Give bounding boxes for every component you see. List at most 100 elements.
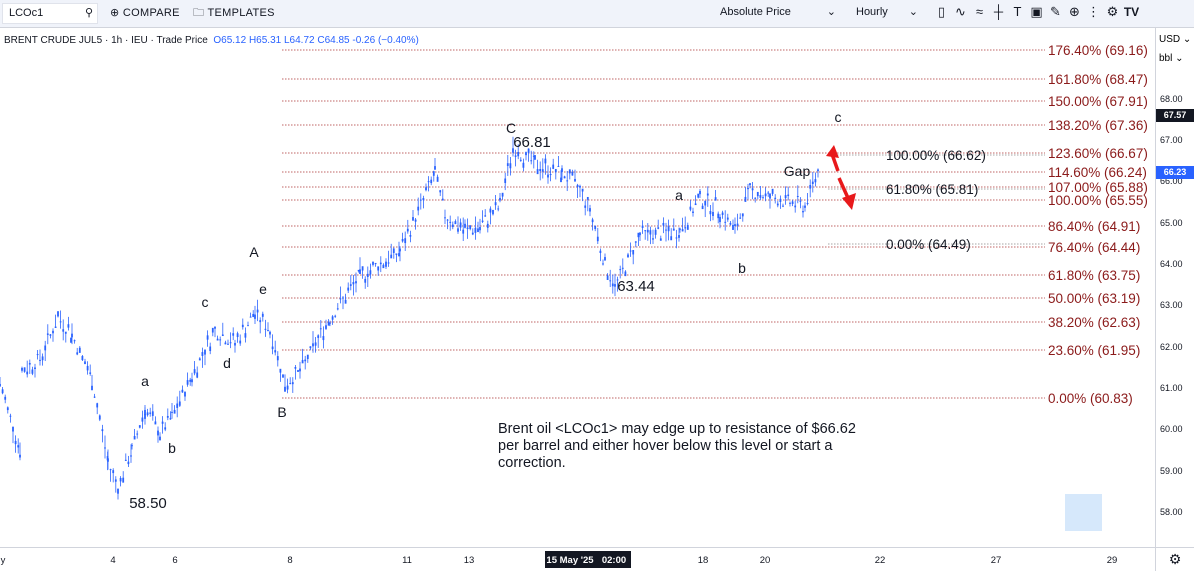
fib-label-red: 76.40% (64.44) bbox=[1048, 240, 1140, 255]
candle-body bbox=[334, 315, 337, 317]
candle-body bbox=[444, 217, 446, 219]
candle-body bbox=[34, 367, 36, 369]
folder-icon: 🗀 bbox=[193, 7, 205, 19]
candle-body bbox=[252, 313, 255, 317]
candle-body bbox=[686, 225, 689, 230]
more-icon[interactable]: ⋮ bbox=[1087, 4, 1100, 19]
candle-body bbox=[144, 414, 146, 419]
candle-body bbox=[166, 416, 169, 418]
candle-body bbox=[796, 195, 799, 197]
currency-select[interactable]: USD ⌄ bbox=[1159, 34, 1191, 45]
annotate-icon[interactable]: ✎ bbox=[1050, 4, 1061, 19]
candle-body bbox=[794, 205, 797, 208]
price-type-select[interactable]: Absolute Price ⌄ bbox=[714, 3, 842, 24]
candle-body bbox=[574, 178, 576, 182]
y-tick-label: 60.00 bbox=[1160, 424, 1183, 435]
chevron-down-icon: ⌄ bbox=[826, 6, 836, 18]
candle-body bbox=[344, 299, 347, 304]
candle-body bbox=[457, 228, 459, 232]
indicators-icon[interactable]: ∿ bbox=[955, 4, 966, 19]
settings-icon[interactable]: ⚙ bbox=[1106, 4, 1119, 19]
candle-body bbox=[189, 379, 192, 382]
unit-select[interactable]: bbl ⌄ bbox=[1159, 53, 1184, 64]
axis-settings-icon[interactable]: ⚙ bbox=[1155, 547, 1194, 571]
candle-body bbox=[504, 178, 507, 184]
candle-body bbox=[576, 184, 579, 188]
candle-body bbox=[322, 336, 325, 341]
candle-body bbox=[789, 202, 791, 204]
compare-button[interactable]: ⊕ COMPARE bbox=[110, 3, 180, 24]
legend-open: O65.12 bbox=[213, 35, 247, 46]
candle-body bbox=[101, 429, 104, 432]
candle-body bbox=[762, 197, 764, 199]
candle-body bbox=[392, 248, 395, 253]
candle-body bbox=[9, 415, 12, 417]
candle-body bbox=[366, 273, 369, 277]
candle-body bbox=[124, 459, 127, 461]
legend-symbol: BRENT CRUDE JUL5 bbox=[4, 35, 103, 46]
candle-body bbox=[157, 430, 159, 436]
candle-body bbox=[221, 334, 224, 337]
candle-body bbox=[751, 188, 754, 191]
candle-body bbox=[709, 211, 712, 215]
y-tick-label: 63.00 bbox=[1160, 300, 1183, 311]
candle-body bbox=[89, 372, 92, 374]
candle-body bbox=[329, 322, 331, 324]
candle-body bbox=[670, 236, 673, 241]
candle-body bbox=[46, 333, 49, 335]
candle-body bbox=[774, 197, 777, 199]
candle-body bbox=[667, 226, 670, 232]
templates-button[interactable]: 🗀 TEMPLATES bbox=[193, 3, 275, 24]
fib-label-red: 23.60% (61.95) bbox=[1048, 343, 1140, 358]
fullscreen-icon[interactable]: ▣ bbox=[1030, 4, 1043, 19]
candle-body bbox=[117, 488, 119, 494]
candle-body bbox=[327, 322, 330, 326]
candle-body bbox=[596, 236, 599, 242]
waves-icon[interactable]: ≈ bbox=[975, 4, 984, 19]
candle-body bbox=[684, 227, 687, 229]
candle-body bbox=[492, 209, 494, 215]
candle-body bbox=[84, 361, 86, 365]
candle-body bbox=[357, 269, 360, 272]
candle-body bbox=[64, 331, 67, 334]
candle-body bbox=[359, 269, 361, 274]
text-tool-icon[interactable]: T bbox=[1013, 4, 1022, 19]
symbol-value: LCOc1 bbox=[9, 7, 44, 19]
symbol-search-input[interactable]: LCOc1 ⚲ bbox=[2, 3, 98, 24]
candle-body bbox=[706, 193, 709, 196]
candle-body bbox=[459, 222, 462, 228]
candle-body bbox=[395, 253, 398, 255]
candle-body bbox=[14, 440, 17, 445]
candle-body bbox=[614, 284, 616, 287]
candle-body bbox=[422, 198, 425, 201]
candle-body bbox=[86, 365, 89, 371]
candles-icon[interactable]: ▯ bbox=[937, 4, 946, 19]
fib-label-red: 123.60% (66.67) bbox=[1048, 146, 1148, 161]
candle-body bbox=[791, 201, 794, 204]
candle-body bbox=[436, 176, 439, 182]
candle-body bbox=[256, 309, 259, 313]
candle-body bbox=[28, 362, 31, 365]
time-axis[interactable] bbox=[0, 547, 1155, 571]
zoom-icon[interactable]: ⊕ bbox=[1069, 4, 1080, 19]
candle-body bbox=[41, 356, 44, 361]
candle-body bbox=[769, 193, 771, 199]
fib-label-red: 176.40% (69.16) bbox=[1048, 43, 1148, 58]
candle-body bbox=[71, 333, 73, 338]
price-label-low2: 63.44 bbox=[617, 278, 655, 295]
fib-label-red: 86.40% (64.91) bbox=[1048, 219, 1140, 234]
candle-body bbox=[282, 374, 284, 378]
candle-body bbox=[679, 228, 681, 230]
chart-caption: Brent oil <LCOc1> may edge up to resista… bbox=[498, 421, 856, 471]
candle-body bbox=[369, 270, 372, 275]
interval-select[interactable]: Hourly ⌄ bbox=[850, 3, 922, 24]
candle-body bbox=[779, 198, 782, 202]
candle-body bbox=[563, 176, 566, 179]
candle-body bbox=[494, 202, 497, 206]
candle-body bbox=[390, 254, 393, 259]
crosshair-icon[interactable]: ┼ bbox=[993, 4, 1004, 19]
price-chart[interactable]: 176.40% (69.16) 161.80% (68.47) 150.00% (6… bbox=[0, 28, 1155, 547]
candle-body bbox=[149, 412, 152, 414]
candle-body bbox=[678, 235, 680, 238]
y-tick-label: 68.00 bbox=[1160, 93, 1183, 104]
